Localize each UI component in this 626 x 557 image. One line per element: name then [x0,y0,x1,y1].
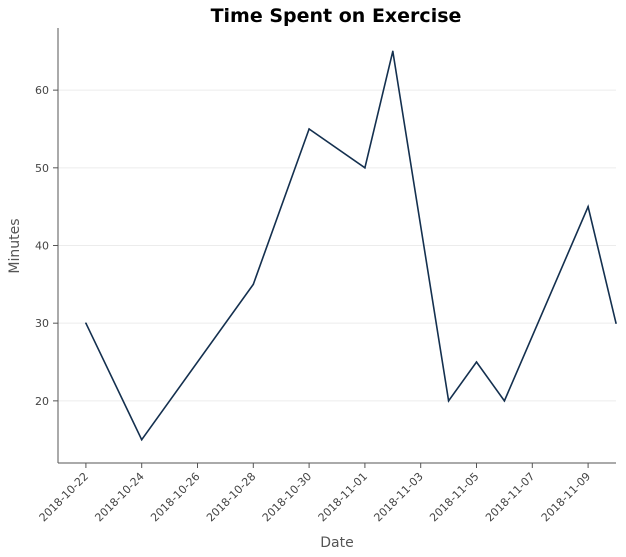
y-axis-title: Minutes [7,218,23,273]
y-tick-label: 30 [35,317,49,330]
y-tick-label: 40 [35,240,49,253]
data-point [475,361,478,363]
x-tick-label: 2018-11-03 [371,470,425,524]
data-point [252,283,255,286]
data-point [587,205,589,208]
x-tick-label: 2018-10-30 [260,470,314,524]
x-tick-label: 2018-10-22 [37,470,91,524]
y-tick-label: 60 [35,84,49,97]
data-point [503,400,506,402]
chart-title: Time Spent on Exercise [211,5,462,27]
data-point [447,400,450,402]
grid-lines [58,89,616,402]
data-point [392,50,394,53]
x-tick-label: 2018-10-24 [92,470,146,524]
axis-ticks: 20 30 40 50 60 2018-10-22 2018-10-24 2018-10-26… [35,84,593,524]
data-point [364,167,366,169]
x-tick-label: 2018-11-01 [316,470,370,524]
x-axis-title: Date [320,535,353,551]
y-tick-label: 20 [35,395,49,408]
series-group [85,50,617,442]
data-point [140,438,143,441]
x-tick-label: 2018-11-05 [427,470,481,524]
x-tick-label: 2018-11-09 [539,470,593,524]
data-point [308,128,310,130]
x-tick-label: 2018-10-28 [204,470,258,524]
x-tick-label: 2018-11-07 [483,470,537,524]
x-tick-label: 2018-10-26 [148,470,202,524]
y-tick-label: 50 [35,162,49,175]
data-point [615,322,617,324]
data-point [85,322,87,324]
